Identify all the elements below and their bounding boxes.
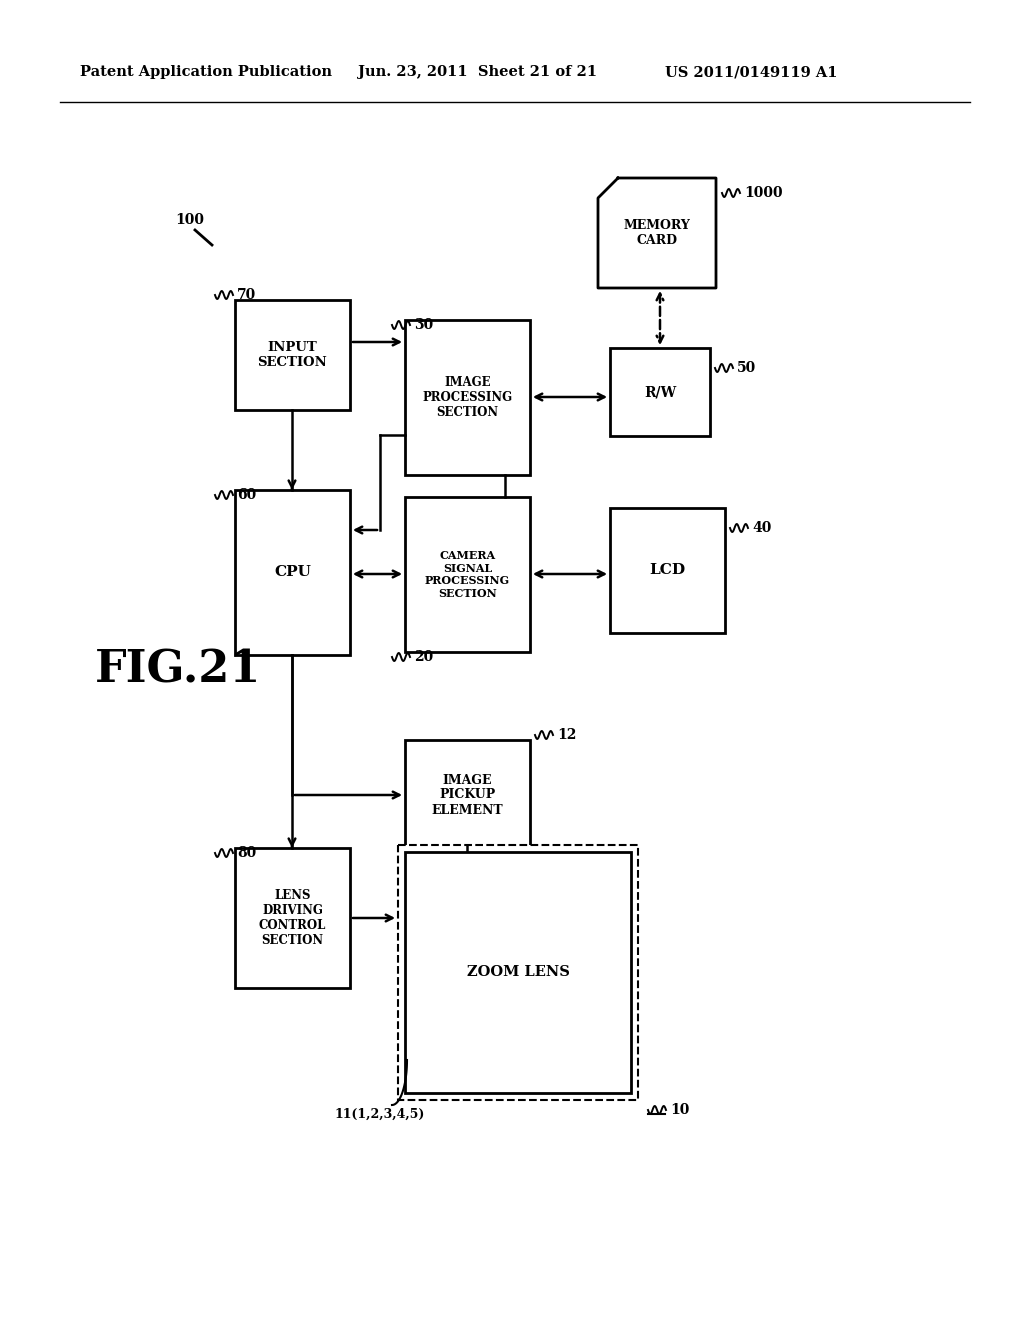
Text: IMAGE
PROCESSING
SECTION: IMAGE PROCESSING SECTION xyxy=(423,376,513,418)
Bar xyxy=(234,847,350,987)
Text: Patent Application Publication: Patent Application Publication xyxy=(80,65,332,79)
Text: 80: 80 xyxy=(237,846,256,861)
Text: 12: 12 xyxy=(557,729,577,742)
Text: FIG.21: FIG.21 xyxy=(95,648,261,692)
Text: 10: 10 xyxy=(670,1104,689,1117)
Text: MEMORY
CARD: MEMORY CARD xyxy=(624,219,690,247)
Text: Jun. 23, 2011  Sheet 21 of 21: Jun. 23, 2011 Sheet 21 of 21 xyxy=(358,65,597,79)
Text: ZOOM LENS: ZOOM LENS xyxy=(467,965,569,979)
Text: 30: 30 xyxy=(414,318,433,333)
Bar xyxy=(406,498,530,652)
Text: INPUT
SECTION: INPUT SECTION xyxy=(258,341,328,370)
Bar xyxy=(234,300,350,411)
Bar xyxy=(234,490,350,655)
Text: LCD: LCD xyxy=(649,564,685,578)
Text: 1000: 1000 xyxy=(744,186,782,201)
Text: LENS
DRIVING
CONTROL
SECTION: LENS DRIVING CONTROL SECTION xyxy=(259,888,327,946)
Text: 60: 60 xyxy=(237,488,256,502)
Text: 11(1,2,3,4,5): 11(1,2,3,4,5) xyxy=(335,1107,425,1121)
Bar xyxy=(610,508,725,634)
Bar xyxy=(406,741,530,850)
Bar xyxy=(610,348,710,436)
Polygon shape xyxy=(598,178,716,288)
Text: CAMERA
SIGNAL
PROCESSING
SECTION: CAMERA SIGNAL PROCESSING SECTION xyxy=(425,550,510,599)
Text: 50: 50 xyxy=(737,360,757,375)
Bar xyxy=(406,319,530,475)
Text: IMAGE
PICKUP
ELEMENT: IMAGE PICKUP ELEMENT xyxy=(432,774,504,817)
Text: US 2011/0149119 A1: US 2011/0149119 A1 xyxy=(665,65,838,79)
Text: 20: 20 xyxy=(414,649,433,664)
Text: 70: 70 xyxy=(237,288,256,302)
Text: 40: 40 xyxy=(752,521,771,535)
Text: 100: 100 xyxy=(175,213,204,227)
Bar xyxy=(406,851,631,1093)
Text: R/W: R/W xyxy=(644,385,676,399)
Text: CPU: CPU xyxy=(274,565,311,579)
Bar xyxy=(398,845,638,1100)
